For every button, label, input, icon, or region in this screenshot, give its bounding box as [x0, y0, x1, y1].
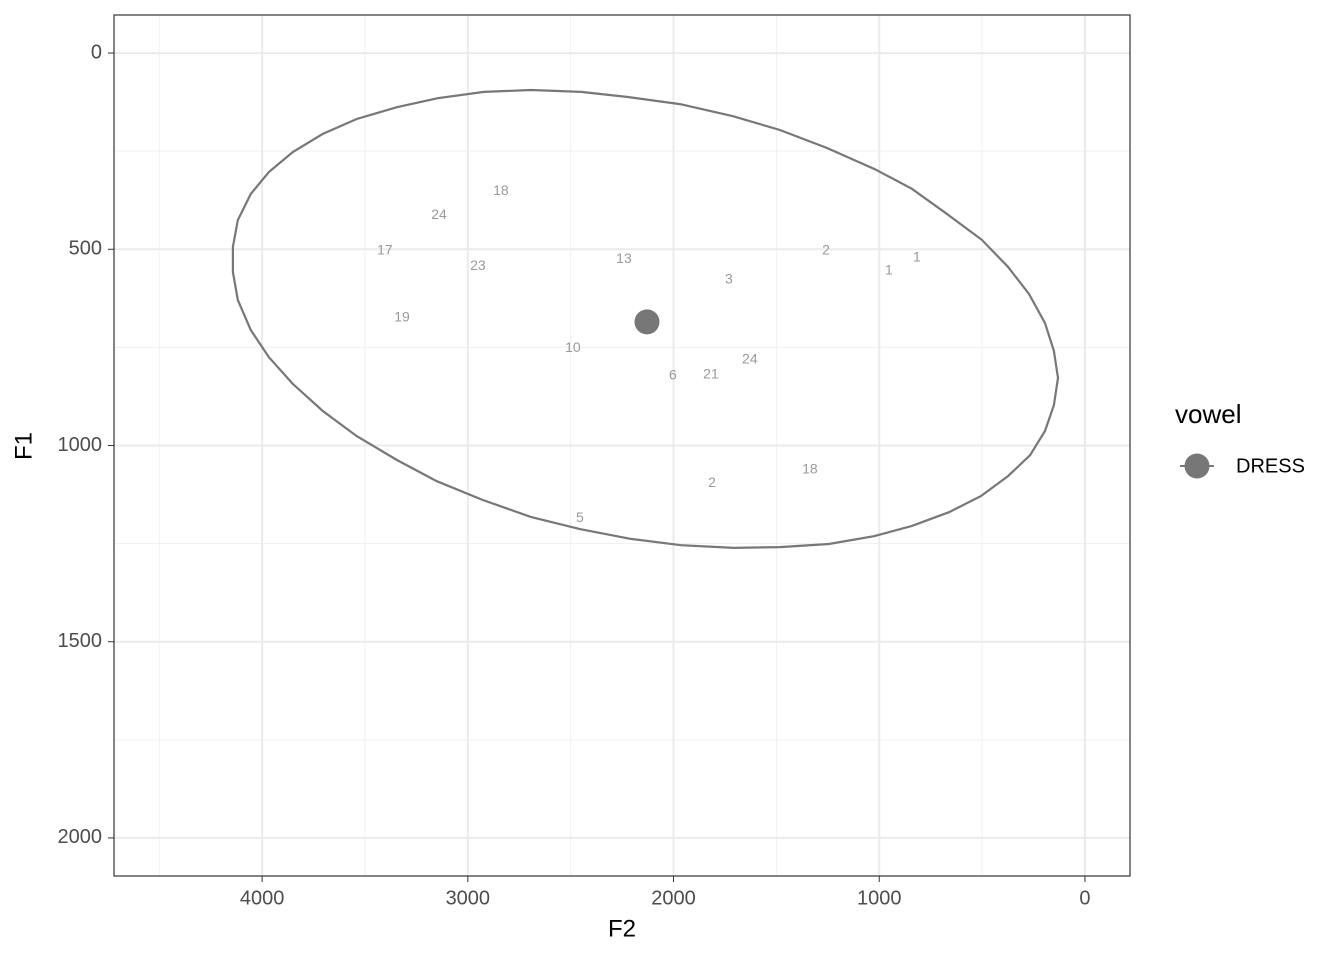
legend-key — [1184, 453, 1210, 479]
token-label: 6 — [669, 367, 677, 383]
x-tick-label: 1000 — [857, 887, 902, 909]
x-tick-label: 4000 — [240, 887, 285, 909]
token-label: 18 — [802, 461, 818, 477]
token-label: 21 — [703, 366, 719, 382]
token-label: 24 — [431, 206, 447, 222]
legend-title: vowel — [1175, 399, 1241, 429]
token-label: 23 — [470, 257, 486, 273]
ellipse — [231, 88, 1060, 550]
token-label: 18 — [493, 182, 509, 198]
token-label: 2 — [822, 242, 830, 258]
x-tick-label: 0 — [1079, 887, 1090, 909]
mean-point — [634, 309, 660, 335]
y-tick-label: 500 — [69, 238, 102, 260]
x-tick-label: 3000 — [446, 887, 491, 909]
legend-label: DRESS — [1236, 455, 1305, 477]
token-label: 5 — [576, 509, 584, 525]
y-tick-label: 0 — [91, 41, 102, 63]
y-tick-label: 1500 — [58, 630, 103, 652]
token-label: 10 — [565, 339, 581, 355]
token-label: 19 — [394, 309, 410, 325]
token-label: 24 — [742, 351, 758, 367]
y-tick-label: 2000 — [58, 826, 103, 848]
token-label: 13 — [616, 250, 632, 266]
token-label: 3 — [725, 271, 733, 287]
token-label: 17 — [377, 242, 393, 258]
token-label: 2 — [708, 474, 716, 490]
x-tick-label: 2000 — [651, 887, 696, 909]
token-label: 1 — [913, 249, 921, 265]
y-axis-label: F1 — [10, 432, 37, 460]
y-tick-label: 1000 — [58, 434, 103, 456]
panel-border — [113, 14, 1131, 877]
x-axis-label: F2 — [608, 915, 636, 942]
token-label: 1 — [885, 262, 893, 278]
